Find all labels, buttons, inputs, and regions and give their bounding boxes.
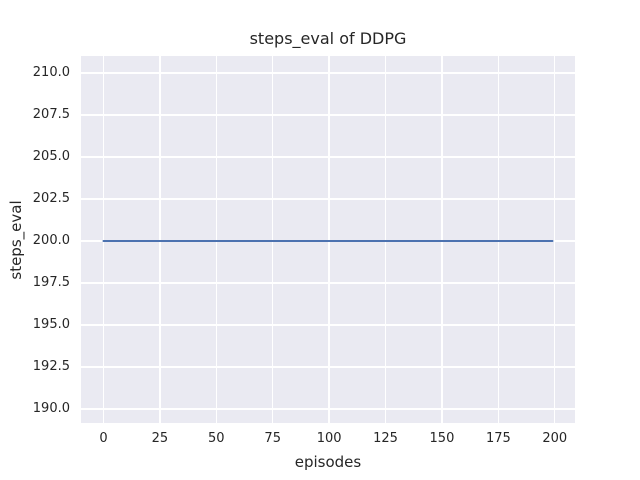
y-tick-label: 197.5 <box>32 275 70 291</box>
x-tick-label: 200 <box>542 431 568 446</box>
vertical-gridline <box>441 56 443 423</box>
plot-area <box>81 56 575 423</box>
x-tick-label: 175 <box>485 431 511 446</box>
x-tick-label: 25 <box>151 431 169 446</box>
vertical-gridline <box>328 56 330 423</box>
vertical-gridline <box>497 56 500 423</box>
y-tick-label: 192.5 <box>32 359 70 375</box>
horizontal-gridline <box>81 72 575 74</box>
y-tick-label: 210.0 <box>32 64 70 80</box>
data-line-layer <box>102 240 554 243</box>
vertical-gridline <box>215 56 217 423</box>
vertical-gridline <box>272 56 274 423</box>
horizontal-gridline <box>81 408 575 410</box>
horizontal-gridline <box>81 282 575 284</box>
horizontal-gridline <box>81 114 575 116</box>
y-tick-label: 195.0 <box>32 317 70 333</box>
vertical-gridline <box>159 56 161 423</box>
y-tick-label: 200.0 <box>32 233 70 248</box>
x-tick-label: 75 <box>264 431 281 446</box>
horizontal-gridline <box>81 324 575 326</box>
horizontal-gridline <box>81 366 575 368</box>
y-tick-label: 205.0 <box>32 148 70 164</box>
x-tick-label: 125 <box>373 431 398 446</box>
x-tick-label: 100 <box>316 431 342 446</box>
horizontal-gridline <box>81 198 575 200</box>
horizontal-gridline <box>81 156 575 158</box>
vertical-gridline <box>554 56 556 423</box>
vertical-gridline <box>384 56 387 423</box>
x-axis-label: episodes <box>294 453 362 471</box>
y-tick-label: 202.5 <box>32 191 70 206</box>
vertical-gridline <box>102 56 105 423</box>
y-tick-label: 190.0 <box>32 401 70 417</box>
y-tick-label: 207.5 <box>32 106 70 122</box>
x-tick-label: 0 <box>99 431 108 446</box>
x-tick-label: 50 <box>208 431 225 446</box>
chart-title: steps_eval of DDPG <box>249 29 407 48</box>
x-tick-label: 150 <box>429 431 455 446</box>
